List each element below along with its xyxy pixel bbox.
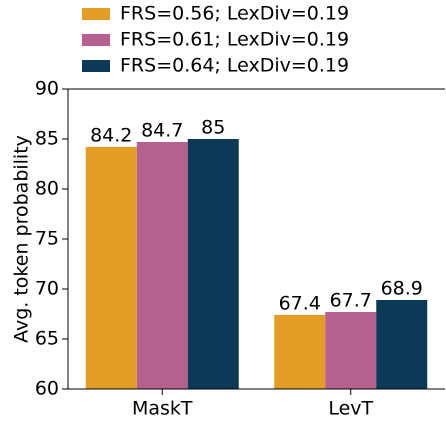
y-tick-label: 60 [35,378,59,400]
legend-label: FRS=0.61; LexDiv=0.19 [120,29,349,51]
value-label: 67.7 [330,290,372,312]
value-label: 84.2 [90,125,132,147]
legend-swatch [82,8,110,20]
legend-swatch [82,34,110,46]
y-tick-label: 90 [35,78,59,100]
value-label: 85 [201,117,225,139]
y-axis-label: Avg. token probability [11,135,33,343]
bar [325,312,377,389]
value-label: 68.9 [381,278,423,300]
y-tick-label: 85 [35,128,59,150]
y-tick-label: 70 [35,278,59,300]
bar [136,142,188,389]
legend-swatch [82,60,110,72]
bar [274,315,326,389]
value-label: 67.4 [279,293,321,315]
legend-label: FRS=0.64; LexDiv=0.19 [120,55,349,77]
y-tick-label: 80 [35,178,59,200]
y-tick-label: 65 [35,328,59,350]
bar [85,147,137,389]
legend-label: FRS=0.56; LexDiv=0.19 [120,3,349,25]
y-tick-label: 75 [35,228,59,250]
bar [187,139,239,389]
value-label: 84.7 [141,120,183,142]
bar [376,300,428,389]
x-tick-label: LevT [328,398,373,420]
x-tick-label: MaskT [132,398,193,420]
